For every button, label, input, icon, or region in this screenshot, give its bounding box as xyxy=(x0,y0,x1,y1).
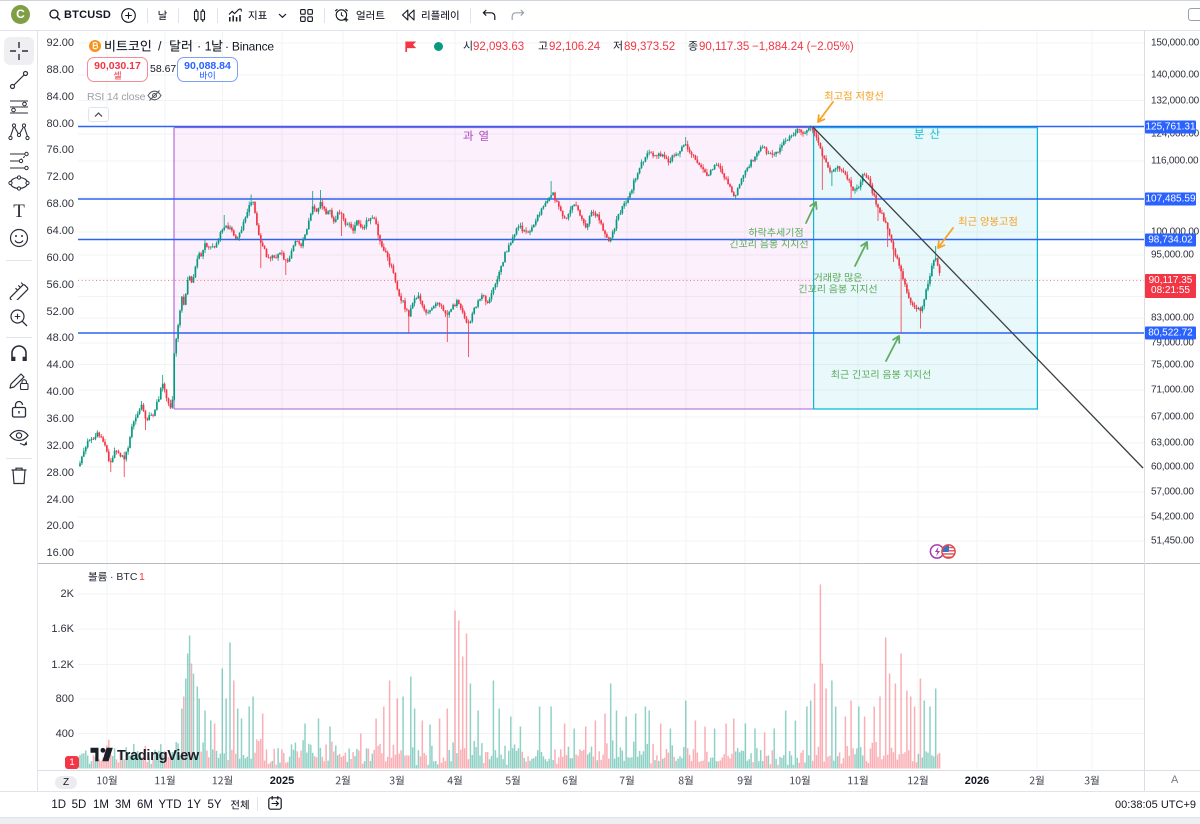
svg-text:TradingView: TradingView xyxy=(117,748,200,763)
svg-text:/: / xyxy=(158,39,162,53)
svg-text:· Binance: · Binance xyxy=(225,39,274,53)
svg-text:· 1: · 1 xyxy=(197,39,212,53)
